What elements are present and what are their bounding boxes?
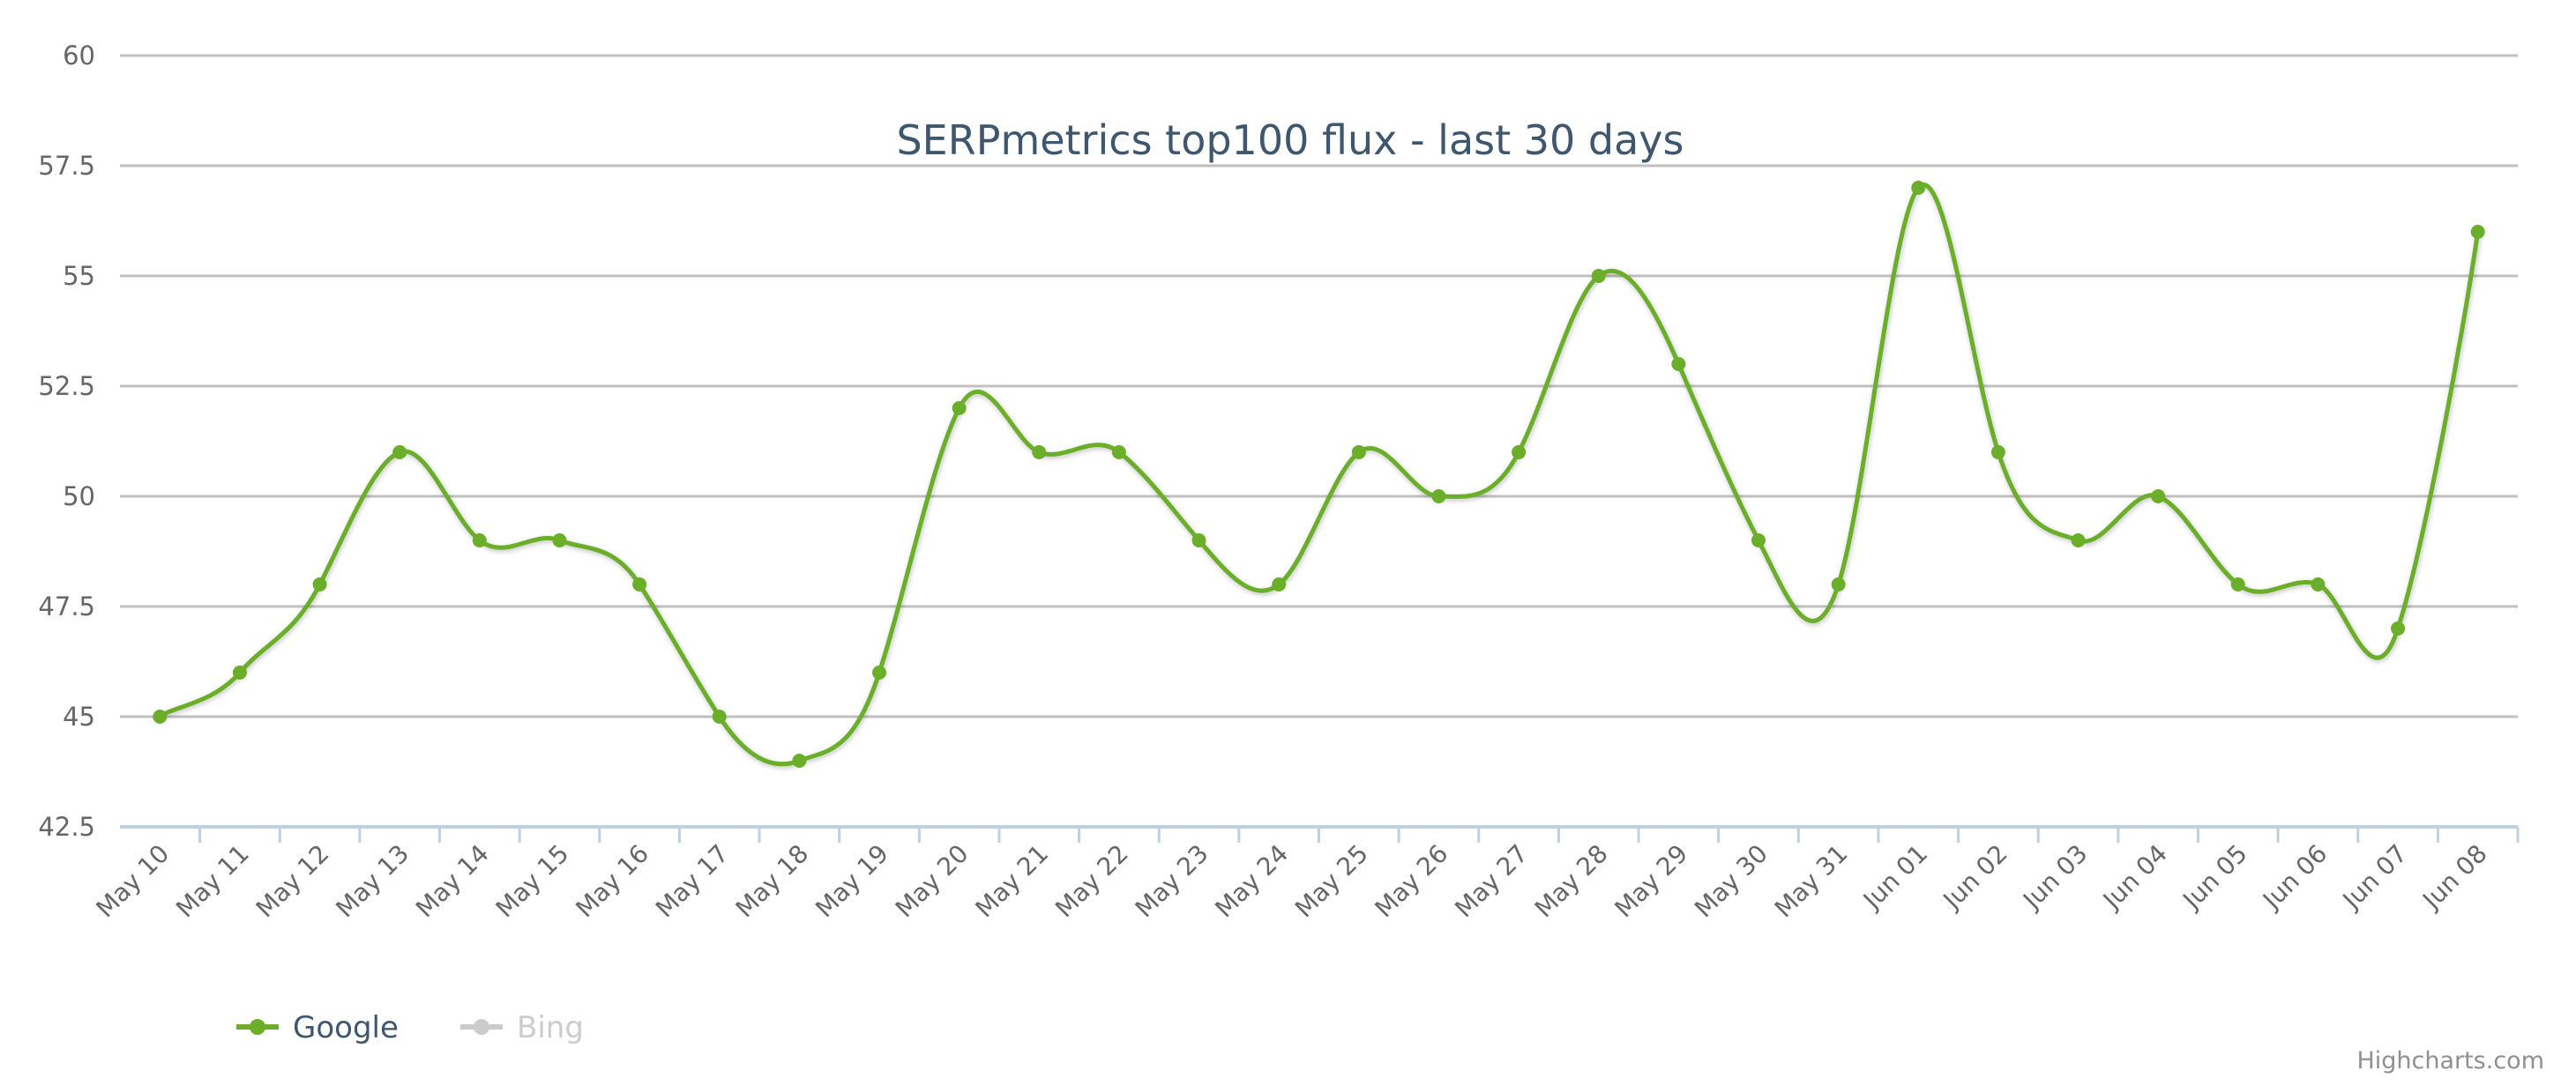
data-point-marker[interactable] <box>1911 181 1926 195</box>
x-tick-label: May 15 <box>490 839 575 924</box>
legend-marker-icon <box>250 1019 265 1035</box>
y-tick-label: 50 <box>63 481 95 511</box>
data-point-marker[interactable] <box>2151 489 2166 503</box>
x-tick-label: Jun 06 <box>2256 839 2333 916</box>
x-tick-label: May 19 <box>810 839 894 924</box>
data-point-marker[interactable] <box>392 445 407 459</box>
data-point-marker[interactable] <box>632 577 647 591</box>
x-tick-label: May 13 <box>330 839 414 924</box>
data-point-marker[interactable] <box>1272 577 1287 591</box>
data-point-marker[interactable] <box>2311 577 2326 591</box>
x-tick-label: May 22 <box>1049 839 1134 924</box>
legend-marker-icon <box>474 1019 489 1035</box>
data-point-marker[interactable] <box>1831 577 1846 591</box>
legend-label: Google <box>293 1010 399 1045</box>
credits-link[interactable]: Highcharts.com <box>2356 1047 2544 1075</box>
x-tick-label: May 24 <box>1209 839 1294 924</box>
data-point-marker[interactable] <box>792 754 807 768</box>
y-tick-label: 60 <box>63 41 95 71</box>
series-line <box>158 182 2481 767</box>
y-tick-label: 55 <box>63 261 95 291</box>
chart-title: SERPmetrics top100 flux - last 30 days <box>896 116 1684 164</box>
data-point-marker[interactable] <box>1512 445 1527 459</box>
x-tick-label: May 17 <box>650 839 735 924</box>
x-tick-label: May 25 <box>1289 839 1374 924</box>
data-point-marker[interactable] <box>1990 445 2005 459</box>
y-tick-label: 42.5 <box>38 812 95 842</box>
data-point-marker[interactable] <box>312 577 327 591</box>
y-tick-label: 47.5 <box>38 591 95 621</box>
data-point-marker[interactable] <box>952 401 967 415</box>
data-point-marker[interactable] <box>1431 489 1446 503</box>
x-tick-label: May 14 <box>410 839 495 924</box>
x-tick-label: May 10 <box>91 839 175 924</box>
data-point-marker[interactable] <box>1032 445 1047 459</box>
x-tick-label: May 18 <box>730 839 815 924</box>
x-tick-label: May 30 <box>1689 839 1773 924</box>
data-point-marker[interactable] <box>1671 357 1686 371</box>
data-point-marker[interactable] <box>712 710 727 724</box>
x-tick-label: Jun 02 <box>1937 839 2013 916</box>
x-tick-label: May 23 <box>1130 839 1214 924</box>
x-tick-label: Jun 01 <box>1856 839 1933 916</box>
x-tick-label: May 12 <box>250 839 335 924</box>
legend-label: Bing <box>517 1010 584 1045</box>
data-point-marker[interactable] <box>2230 577 2245 591</box>
data-point-marker[interactable] <box>1751 533 1766 547</box>
x-tick-label: Jun 03 <box>2016 839 2093 916</box>
data-point-marker[interactable] <box>472 533 487 547</box>
x-tick-label: May 26 <box>1370 839 1454 924</box>
series-google[interactable] <box>153 181 2485 768</box>
legend: Google Bing <box>236 1010 584 1045</box>
y-axis-labels: 42.5 45 47.5 50 52.5 55 57.5 60 <box>38 41 95 842</box>
data-point-marker[interactable] <box>2470 225 2485 239</box>
x-tick-label: May 11 <box>170 839 255 924</box>
data-point-marker[interactable] <box>552 533 567 547</box>
legend-item-bing[interactable]: Bing <box>460 1010 584 1045</box>
x-tick-label: Jun 08 <box>2415 839 2492 916</box>
y-tick-label: 57.5 <box>38 151 95 181</box>
data-point-marker[interactable] <box>1111 445 1126 459</box>
x-tick-label: Jun 05 <box>2177 839 2253 916</box>
x-tick-label: Jun 07 <box>2336 839 2413 916</box>
data-point-marker[interactable] <box>1191 533 1206 547</box>
x-tick-label: May 20 <box>890 839 974 924</box>
y-tick-label: 45 <box>63 702 95 732</box>
data-point-marker[interactable] <box>2071 533 2086 547</box>
data-point-marker[interactable] <box>1351 445 1366 459</box>
x-tick-label: May 21 <box>969 839 1054 924</box>
x-tick-label: May 27 <box>1449 839 1534 924</box>
data-point-marker[interactable] <box>153 710 168 724</box>
legend-item-google[interactable]: Google <box>236 1010 399 1045</box>
y-tick-label: 52.5 <box>38 371 95 401</box>
y-gridlines <box>120 54 2518 718</box>
x-tick-label: May 16 <box>570 839 654 924</box>
x-tick-label: Jun 04 <box>2096 839 2173 916</box>
data-point-marker[interactable] <box>1591 269 1606 283</box>
data-point-marker[interactable] <box>872 666 887 680</box>
x-tick-label: May 31 <box>1769 839 1854 924</box>
x-tick-label: May 28 <box>1529 839 1614 924</box>
data-point-marker[interactable] <box>232 666 247 680</box>
x-tick-label: May 29 <box>1609 839 1694 924</box>
data-point-marker[interactable] <box>2391 621 2406 636</box>
